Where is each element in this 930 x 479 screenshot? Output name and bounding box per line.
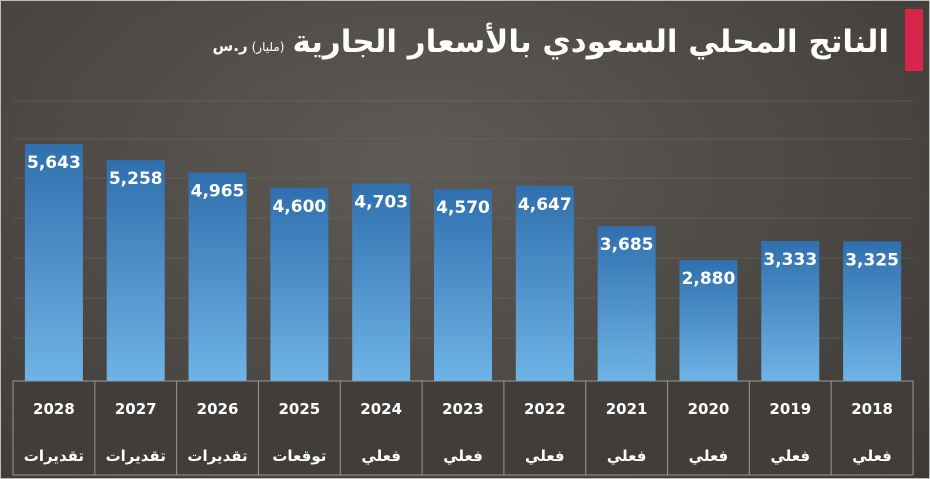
bar-2027 xyxy=(106,160,165,381)
bar-2026 xyxy=(188,172,247,381)
year-label-2025: 2025 xyxy=(278,400,320,418)
value-label-2018: 3,325 xyxy=(845,250,899,270)
status-label-2028: تقديرات xyxy=(24,447,84,465)
year-label-2023: 2023 xyxy=(442,400,484,418)
status-label-2020: فعلي xyxy=(689,447,729,465)
status-label-2018: فعلي xyxy=(852,447,892,465)
value-label-2024: 4,703 xyxy=(354,192,408,212)
value-label-2022: 4,647 xyxy=(518,195,572,215)
year-label-2022: 2022 xyxy=(524,400,566,418)
year-label-2020: 2020 xyxy=(688,400,730,418)
status-label-2027: تقديرات xyxy=(106,447,166,465)
bar-2024 xyxy=(352,183,411,381)
year-label-2021: 2021 xyxy=(606,400,648,418)
status-label-2019: فعلي xyxy=(770,447,810,465)
title-block: الناتج المحلي السعودي بالأسعار الجارية (… xyxy=(213,15,889,69)
value-label-2020: 2,880 xyxy=(682,269,736,289)
value-label-2026: 4,965 xyxy=(191,181,245,201)
bar-2025 xyxy=(270,187,329,381)
category-table xyxy=(13,381,913,475)
bar-2022 xyxy=(515,185,574,381)
status-label-2022: فعلي xyxy=(525,447,565,465)
bar-2018 xyxy=(843,241,902,381)
status-label-2026: تقديرات xyxy=(187,447,247,465)
year-label-2027: 2027 xyxy=(115,400,157,418)
value-label-2023: 4,570 xyxy=(436,198,490,218)
year-label-2018: 2018 xyxy=(851,400,893,418)
status-label-2023: فعلي xyxy=(443,447,483,465)
bar-2020 xyxy=(679,260,738,381)
value-label-2021: 3,685 xyxy=(600,235,654,255)
unit-label: (مليار) xyxy=(251,40,285,54)
value-label-2019: 3,333 xyxy=(763,250,817,270)
chart-title: الناتج المحلي السعودي بالأسعار الجارية xyxy=(292,24,889,60)
year-label-2026: 2026 xyxy=(197,400,239,418)
status-label-2021: فعلي xyxy=(607,447,647,465)
year-label-2019: 2019 xyxy=(769,400,811,418)
bar-2028 xyxy=(24,144,83,381)
status-label-2025: توقعات xyxy=(272,447,326,465)
currency-symbol: ر.س xyxy=(212,37,248,55)
bar-2023 xyxy=(434,189,492,381)
bar-2019 xyxy=(761,241,820,381)
year-label-2024: 2024 xyxy=(360,400,402,418)
value-label-2028: 5,643 xyxy=(27,153,81,173)
value-label-2027: 5,258 xyxy=(109,169,163,189)
accent-bar xyxy=(905,9,923,71)
year-label-2028: 2028 xyxy=(33,400,75,418)
bar-2021 xyxy=(597,226,656,381)
value-label-2025: 4,600 xyxy=(272,197,326,217)
status-label-2024: فعلي xyxy=(361,447,401,465)
